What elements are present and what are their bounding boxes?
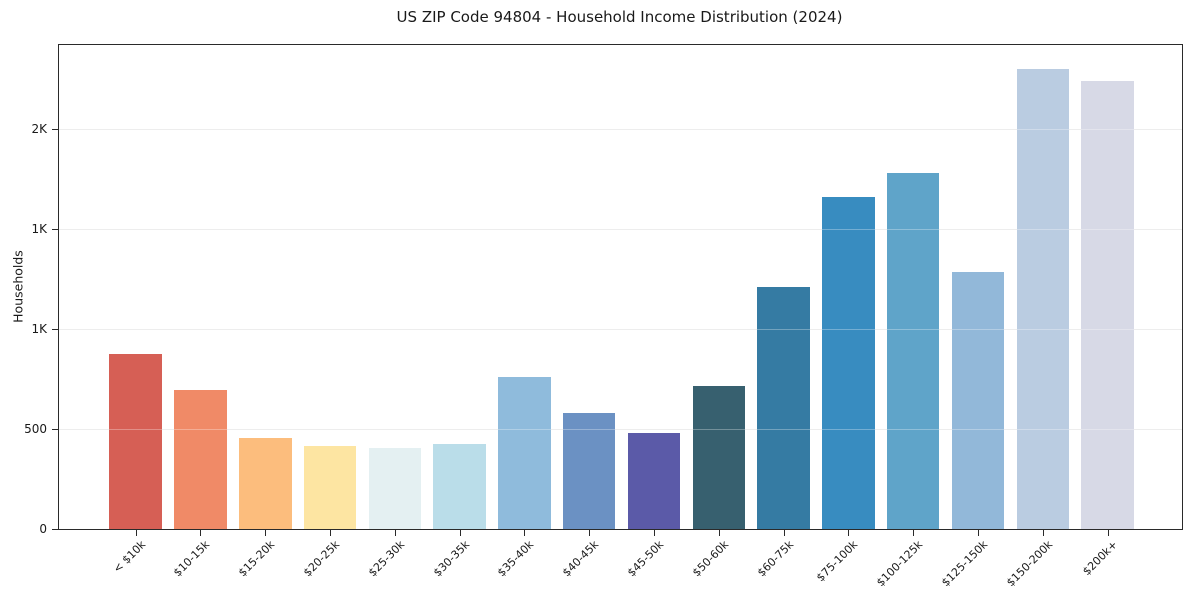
x-tick-mark xyxy=(200,530,202,536)
gridline-overlay xyxy=(59,128,1182,130)
gridline xyxy=(59,128,1182,130)
x-tick-label: $75-100k xyxy=(814,538,861,585)
bar xyxy=(174,390,227,529)
x-tick-label: $35-40k xyxy=(495,538,537,580)
x-tick-mark xyxy=(330,530,332,536)
x-tick-mark xyxy=(1042,530,1044,536)
bar xyxy=(692,386,746,529)
gridline-overlay xyxy=(59,428,1182,430)
x-tick-mark xyxy=(589,530,591,536)
y-axis-label: Households xyxy=(10,250,26,323)
y-tick-mark xyxy=(52,528,58,530)
y-tick-label: 500 xyxy=(24,422,47,436)
y-tick-mark xyxy=(52,328,58,330)
x-tick-label: $60-75k xyxy=(754,538,796,580)
gridline-overlay xyxy=(59,228,1182,230)
bar xyxy=(498,377,551,529)
bar xyxy=(951,272,1005,529)
bar xyxy=(822,197,875,529)
y-tick-mark xyxy=(52,428,58,430)
gridline-overlay xyxy=(59,328,1182,330)
x-tick-label: $200k+ xyxy=(1079,538,1120,579)
x-tick-mark xyxy=(394,530,396,536)
bar xyxy=(433,444,486,529)
y-tick-mark xyxy=(52,228,58,230)
x-tick-mark xyxy=(654,530,656,536)
x-tick-mark xyxy=(977,530,979,536)
bar xyxy=(627,433,681,529)
x-tick-mark xyxy=(848,530,850,536)
bar xyxy=(109,354,162,529)
bar xyxy=(886,173,940,529)
x-tick-mark xyxy=(459,530,461,536)
x-tick-label: $15-20k xyxy=(236,538,278,580)
x-tick-mark xyxy=(524,530,526,536)
bar xyxy=(1016,69,1069,529)
bar xyxy=(562,413,616,529)
plot-area: 0 500 1K 1K 2K < $10k $10-15k $15-20k $20-25k $25… xyxy=(24,44,1183,589)
x-tick-label: $25-30k xyxy=(365,538,408,580)
x-tick-label: $30-35k xyxy=(430,538,472,580)
bar xyxy=(1081,81,1134,529)
x-tick-mark xyxy=(913,530,915,536)
bar xyxy=(239,438,292,529)
gridline xyxy=(59,328,1182,330)
x-tick-label: $125-150k xyxy=(939,538,991,590)
x-tick-label: $40-45k xyxy=(560,538,602,580)
x-tick-label: < $10k xyxy=(110,538,148,576)
bar xyxy=(757,287,810,529)
x-tick-label: $45-50k xyxy=(624,538,667,580)
x-tick-label: $20-25k xyxy=(300,538,343,580)
bar xyxy=(368,448,422,529)
x-tick-label: $150-200k xyxy=(1003,538,1055,590)
x-tick-mark xyxy=(1107,530,1109,536)
y-tick-mark xyxy=(52,128,58,130)
bar xyxy=(303,446,357,529)
x-tick-mark xyxy=(783,530,785,536)
y-tick-label: 2K xyxy=(31,122,47,136)
x-tick-label: $50-60k xyxy=(689,538,731,580)
x-tick-label: $100-125k xyxy=(874,538,926,590)
gridline xyxy=(59,228,1182,230)
x-tick-mark xyxy=(718,530,720,536)
y-tick-label: 1K xyxy=(31,322,47,336)
y-tick-label: 0 xyxy=(39,522,47,536)
chart-title: US ZIP Code 94804 - Household Income Dis… xyxy=(396,8,843,26)
x-tick-mark xyxy=(135,530,137,536)
gridline xyxy=(59,428,1182,430)
x-tick-mark xyxy=(265,530,267,536)
y-tick-label: 1K xyxy=(31,222,47,236)
x-tick-label: $10-15k xyxy=(171,538,213,580)
